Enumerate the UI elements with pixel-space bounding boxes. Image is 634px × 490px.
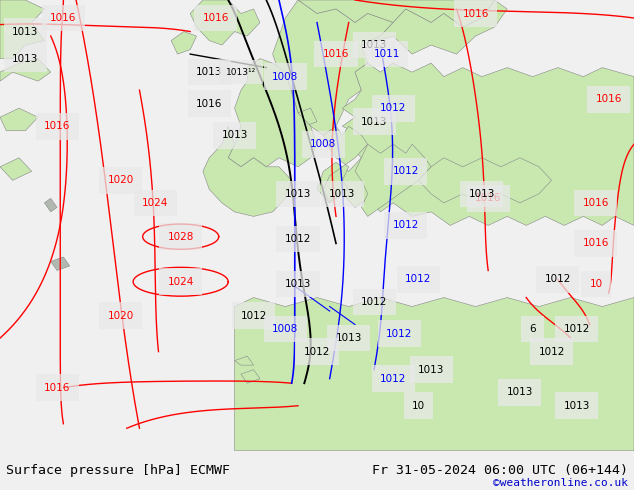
Text: 1016: 1016: [583, 239, 609, 248]
Polygon shape: [0, 158, 32, 180]
Polygon shape: [228, 59, 317, 167]
Text: 1028: 1028: [167, 232, 194, 242]
Text: 1013: 1013: [285, 279, 311, 289]
Text: 1012: 1012: [545, 274, 571, 285]
Text: 1013: 1013: [221, 130, 248, 140]
Text: 1016: 1016: [44, 383, 70, 392]
Text: 1008: 1008: [310, 139, 337, 149]
Text: 1012: 1012: [392, 166, 419, 176]
Polygon shape: [51, 257, 70, 270]
Text: 1011: 1011: [373, 49, 400, 59]
Text: 1020: 1020: [107, 311, 134, 320]
Polygon shape: [317, 63, 634, 225]
Text: 1012: 1012: [380, 374, 406, 384]
Polygon shape: [44, 198, 57, 212]
Text: 1016: 1016: [44, 121, 70, 131]
Text: Fr 31-05-2024 06:00 UTC (06+144): Fr 31-05-2024 06:00 UTC (06+144): [372, 465, 628, 477]
Text: 1013: 1013: [285, 189, 311, 199]
Text: 1012: 1012: [386, 329, 413, 339]
Text: 1013: 1013: [12, 26, 39, 37]
Polygon shape: [235, 297, 634, 451]
Polygon shape: [298, 0, 495, 27]
Text: 1024: 1024: [167, 277, 194, 287]
Polygon shape: [273, 0, 393, 135]
Text: 1012: 1012: [405, 274, 432, 285]
Text: 1012: 1012: [380, 103, 406, 113]
Text: 1016: 1016: [595, 94, 622, 104]
Text: 1012: 1012: [285, 234, 311, 244]
Polygon shape: [171, 31, 197, 54]
Text: 1012: 1012: [304, 346, 330, 357]
Text: 1012: 1012: [361, 297, 387, 307]
Polygon shape: [203, 126, 292, 217]
Text: 1013: 1013: [361, 117, 387, 127]
Text: 6: 6: [529, 324, 536, 334]
Text: 1012: 1012: [538, 346, 565, 357]
Text: 1016: 1016: [202, 13, 229, 23]
Polygon shape: [361, 0, 507, 54]
Text: 1013: 1013: [418, 365, 444, 375]
Text: 1016: 1016: [323, 49, 349, 59]
Text: 1013: 1013: [564, 401, 590, 411]
Text: 10: 10: [412, 401, 425, 411]
Text: 1013: 1013: [196, 67, 223, 77]
Polygon shape: [298, 108, 317, 126]
Text: 1016: 1016: [196, 98, 223, 109]
Polygon shape: [235, 356, 254, 365]
Text: 1013: 1013: [329, 189, 356, 199]
Text: 1024: 1024: [142, 198, 169, 208]
Text: 1008: 1008: [272, 72, 299, 82]
Text: 1016: 1016: [462, 8, 489, 19]
Text: 1012: 1012: [564, 324, 590, 334]
Text: 1008: 1008: [272, 324, 299, 334]
Text: 1020: 1020: [107, 175, 134, 185]
Text: 1013: 1013: [361, 40, 387, 50]
Text: 1013¹²: 1013¹²: [226, 68, 256, 76]
Polygon shape: [0, 0, 44, 59]
Text: Surface pressure [hPa] ECMWF: Surface pressure [hPa] ECMWF: [6, 465, 230, 477]
Polygon shape: [418, 158, 552, 203]
Text: 1016: 1016: [50, 13, 77, 23]
Text: 1016: 1016: [475, 194, 501, 203]
Polygon shape: [355, 144, 431, 217]
Text: 1013: 1013: [12, 53, 39, 64]
Text: 10: 10: [590, 279, 602, 289]
Text: 1012: 1012: [392, 220, 419, 230]
Polygon shape: [323, 126, 368, 203]
Polygon shape: [241, 369, 260, 383]
Polygon shape: [0, 108, 38, 131]
Polygon shape: [190, 0, 260, 45]
Polygon shape: [0, 59, 51, 81]
Text: ©weatheronline.co.uk: ©weatheronline.co.uk: [493, 478, 628, 488]
Text: 1013: 1013: [469, 189, 495, 199]
Text: 1012: 1012: [240, 311, 267, 320]
Text: 1013: 1013: [335, 333, 362, 343]
Text: 1016: 1016: [583, 198, 609, 208]
Text: 1013: 1013: [507, 387, 533, 397]
